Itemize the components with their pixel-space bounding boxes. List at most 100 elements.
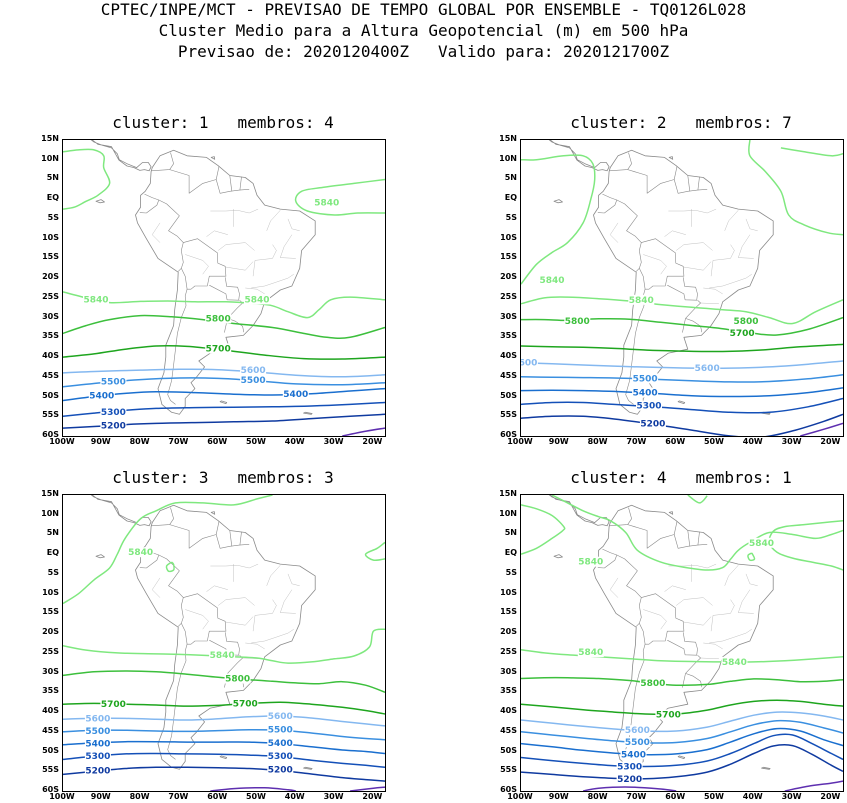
lat-tick-label: 35S — [42, 686, 59, 696]
island-outline — [677, 755, 686, 759]
state-border — [252, 599, 277, 632]
contour-label: 5700 — [730, 329, 755, 339]
country-border — [181, 593, 227, 645]
lon-tick-label: 90W — [548, 792, 569, 801]
lon-tick-label: 70W — [168, 792, 189, 801]
contour-label: 5500 — [241, 376, 266, 386]
country-border — [673, 179, 708, 194]
country-border — [616, 554, 642, 627]
lat-tick-label: 40S — [42, 351, 59, 361]
state-border — [703, 287, 723, 295]
island-outline — [95, 554, 105, 559]
country-border — [685, 654, 701, 674]
contour-label-bg — [209, 649, 236, 660]
island-outline — [210, 156, 216, 160]
lon-tick-label: 20W — [820, 792, 841, 801]
contour-label-bg — [100, 406, 127, 417]
lat-tick-label: 15N — [499, 134, 517, 143]
state-border — [738, 234, 754, 259]
lat-tick-label: 50S — [42, 390, 59, 400]
country-border — [609, 152, 632, 172]
lat-tick-label: 60S — [42, 785, 59, 794]
contour-label-bg — [636, 400, 662, 411]
lat-tick-label: EQ — [46, 193, 59, 203]
lat-tick-label: 25S — [42, 291, 59, 301]
contour-label-bg — [240, 365, 267, 376]
lat-tick-label: 55S — [500, 410, 517, 420]
state-border — [252, 244, 277, 277]
state-border — [643, 254, 667, 275]
island-outline — [219, 400, 228, 404]
continent-outline — [135, 149, 316, 415]
lon-tick-label: 80W — [129, 437, 150, 446]
contour-label: 5800 — [733, 317, 758, 327]
contour-label-bg — [733, 315, 759, 326]
map-panel: 5840 5840 5800 5800 5700 5600 5600 5500 5400 5300… — [520, 139, 844, 437]
lat-tick-label: 35S — [42, 331, 59, 341]
lon-tick-label: 70W — [168, 437, 189, 446]
country-border — [685, 318, 703, 333]
contour-line — [521, 374, 843, 383]
country-border — [697, 176, 700, 191]
map-panel: 5840 5840 5800 5700 5700 5600 5600 5500 5500 5400… — [62, 494, 386, 792]
lat-tick-label: 10S — [500, 587, 517, 597]
lat-tick-label: 10S — [500, 232, 517, 242]
country-border — [685, 299, 701, 319]
contour-line — [63, 148, 111, 210]
state-border — [287, 573, 300, 586]
lat-tick-label: 45S — [42, 725, 59, 735]
lat-tick-label: 15S — [500, 607, 517, 617]
contour-line — [551, 495, 843, 571]
lon-tick-label: 40W — [284, 792, 305, 801]
contour-label: 5400 — [268, 739, 293, 749]
contour-label-bg — [84, 765, 111, 776]
contour-line — [350, 786, 385, 791]
lon-tick-label: 50W — [703, 792, 724, 801]
contour-label-bg — [100, 699, 127, 710]
lon-tick-label: 20W — [362, 792, 383, 801]
lon-tick-label: 90W — [548, 437, 569, 446]
country-border — [627, 169, 675, 194]
state-border — [251, 632, 289, 644]
island-outline — [677, 400, 686, 404]
state-border — [700, 657, 719, 659]
island-outline — [761, 766, 771, 770]
contour-label-bg — [84, 750, 111, 761]
contour-line — [780, 147, 843, 157]
island-outline — [95, 199, 105, 204]
lon-tick-label: 40W — [742, 792, 763, 801]
contour-label: 5800 — [206, 314, 231, 324]
lat-tick-label: 35S — [500, 686, 517, 696]
coastlines — [90, 140, 316, 415]
state-border — [610, 222, 619, 243]
lat-tick-label: 40S — [500, 351, 517, 361]
contour-line — [521, 727, 843, 756]
country-border — [667, 632, 698, 656]
contour-label: 5200 — [101, 422, 126, 432]
state-border — [724, 565, 739, 586]
contour-label-bg — [100, 376, 127, 387]
lon-tick-label: 70W — [626, 437, 647, 446]
state-border — [210, 208, 259, 214]
contour-label-bg — [655, 709, 682, 720]
lat-tick-label: 10S — [42, 587, 59, 597]
state-border — [610, 577, 619, 598]
panel-title: cluster: 2 membros: 7 — [570, 113, 792, 132]
country-border — [597, 548, 618, 569]
contour-label-bg — [748, 537, 775, 548]
map-canvas: 5840 5840 5840 5840 5800 5700 5600 5500 5400 5300… — [521, 495, 843, 791]
lat-tick-label: 15N — [41, 489, 59, 498]
contour-label: 5400 — [85, 740, 110, 750]
contour-label: 5840 — [539, 276, 564, 286]
island-outline — [210, 511, 216, 515]
contour-label-bg — [84, 738, 111, 749]
contour-line — [521, 413, 843, 436]
contour-line — [63, 740, 385, 755]
island-outline — [668, 511, 674, 515]
country-border — [215, 166, 220, 180]
contour-label: 5840 — [314, 198, 339, 208]
country-border — [609, 507, 632, 527]
lat-tick-label: 25S — [500, 646, 517, 656]
state-border — [710, 599, 735, 632]
contour-line — [364, 541, 385, 562]
